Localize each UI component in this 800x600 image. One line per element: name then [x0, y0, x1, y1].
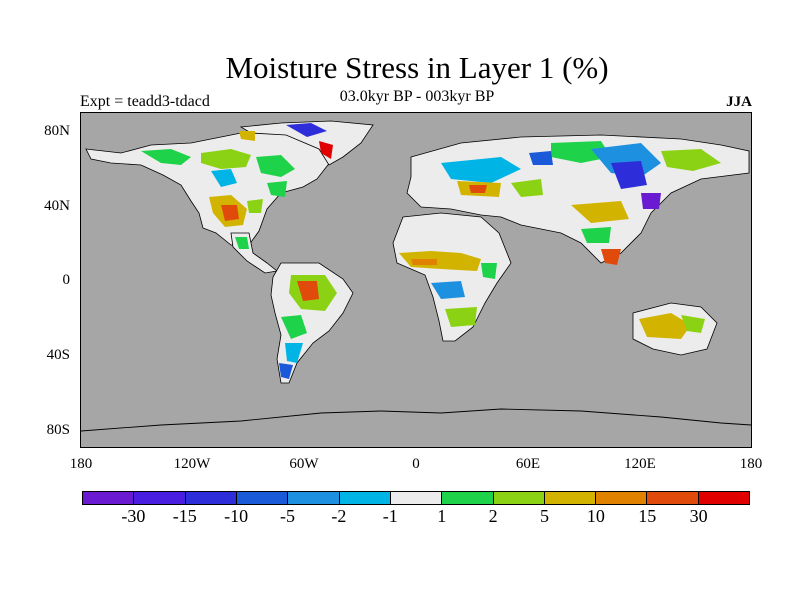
colorbar-segment	[544, 492, 597, 504]
stress-patch	[297, 281, 319, 301]
stress-patch	[641, 193, 661, 209]
colorbar-segment	[493, 492, 545, 504]
south-america	[270, 262, 354, 384]
stress-patch	[611, 161, 647, 189]
stress-patch	[441, 157, 521, 183]
stress-patch	[551, 141, 611, 163]
y-tick-label: 40N	[44, 198, 70, 214]
stress-patch	[221, 205, 239, 221]
stress-patch	[511, 179, 543, 197]
greenland-land	[239, 120, 374, 166]
stress-patch	[285, 343, 303, 363]
colorbar-segment	[134, 492, 186, 504]
colorbar-label: 1	[437, 506, 447, 526]
x-tick-label: 180	[69, 456, 93, 472]
colorbar-segment	[390, 492, 443, 504]
y-tick-label: 0	[62, 272, 71, 288]
africa	[392, 212, 512, 342]
stress-patch	[431, 281, 465, 299]
africa-land	[392, 212, 512, 342]
colorbar-label: -5	[280, 506, 296, 526]
stress-patch	[581, 227, 611, 243]
colorbar-segment	[647, 492, 699, 504]
stress-patch	[399, 251, 481, 271]
colorbar-segment	[442, 492, 494, 504]
stress-patch	[661, 149, 721, 171]
colorbar-segment	[339, 492, 391, 504]
season-label: JJA	[726, 94, 752, 110]
x-tick-label: 180	[739, 456, 763, 472]
colorbar-label: 2	[488, 506, 498, 526]
colorbar-segment	[698, 492, 750, 504]
map-canvas	[81, 113, 751, 447]
antarctica-coastline	[81, 408, 751, 432]
north-america	[85, 130, 332, 274]
map-subtitle: 03.0kyr BP - 003kyr BP	[339, 88, 495, 105]
colorbar	[82, 491, 750, 505]
colorbar-label: -2	[331, 506, 347, 526]
stress-patch	[571, 201, 629, 223]
map-title: Moisture Stress in Layer 1 (%)	[225, 50, 609, 85]
stress-patch	[281, 315, 307, 339]
stress-patch	[256, 155, 295, 177]
stress-patch	[235, 237, 249, 249]
stress-patch	[267, 181, 287, 197]
stress-patch	[481, 263, 497, 279]
stress-patch	[211, 169, 237, 187]
colorbar-segment	[83, 492, 135, 504]
stress-patch	[319, 141, 333, 159]
stress-patch	[469, 185, 487, 193]
colorbar-segment	[596, 492, 648, 504]
stress-patch	[239, 131, 255, 141]
y-tick-label: 80N	[44, 123, 70, 139]
y-tick-label: 80S	[46, 422, 70, 438]
stress-patch	[141, 149, 191, 165]
stress-patch	[639, 313, 691, 339]
x-tick-label: 60W	[289, 456, 319, 472]
stress-patch	[201, 149, 251, 169]
x-tick-label: 120E	[624, 456, 656, 472]
world-map	[80, 112, 752, 448]
stress-patch	[601, 249, 621, 265]
stress-patch	[591, 143, 661, 177]
colorbar-label: -30	[121, 506, 146, 526]
colorbar-label: 5	[539, 506, 549, 526]
eurasia	[406, 134, 750, 265]
y-tick-label: 40S	[46, 347, 70, 363]
stress-patch	[681, 315, 705, 333]
stress-patch	[529, 151, 553, 165]
stress-patch	[411, 259, 437, 265]
stress-patch	[279, 363, 293, 379]
greenland	[239, 120, 374, 166]
colorbar-label: 10	[586, 506, 605, 526]
colorbar-label: -10	[224, 506, 249, 526]
colorbar-label: 15	[638, 506, 657, 526]
colorbar-segment	[185, 492, 237, 504]
colorbar-segment	[288, 492, 340, 504]
experiment-label: Expt = teadd3-tdacd	[80, 93, 210, 110]
x-tick-label: 0	[412, 456, 420, 472]
x-tick-label: 60E	[515, 456, 541, 472]
colorbar-segment	[236, 492, 289, 504]
stress-patch	[445, 307, 477, 327]
australia	[632, 302, 718, 356]
x-tick-label: 120W	[173, 456, 211, 472]
colorbar-label: 30	[689, 506, 708, 526]
colorbar-label: -15	[172, 506, 197, 526]
stress-patch	[286, 123, 327, 137]
colorbar-label: -1	[382, 506, 398, 526]
stress-patch	[247, 199, 263, 213]
